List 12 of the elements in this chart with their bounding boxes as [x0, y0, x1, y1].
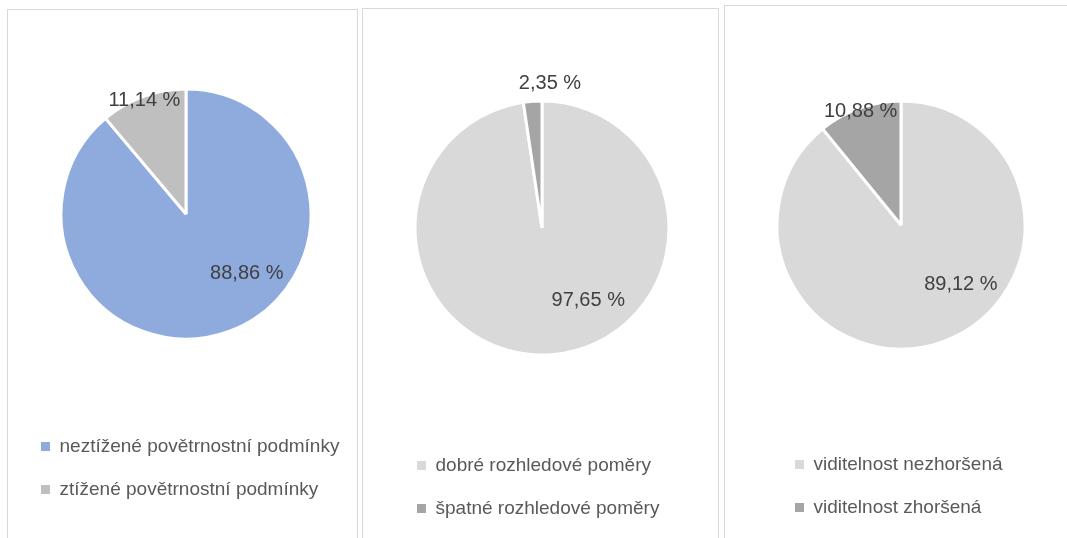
data-label: 89,12 %: [924, 271, 998, 294]
data-label: 11,14 %: [108, 87, 181, 110]
data-label: 88,86 %: [210, 260, 284, 283]
legend-label: viditelnost zhoršená: [813, 495, 982, 517]
legend-label: viditelnost nezhoršená: [813, 452, 1003, 474]
data-label: 97,65 %: [551, 288, 626, 311]
legend-label: dobré rozhledové poměry: [435, 453, 652, 475]
data-label: 10,88 %: [823, 99, 898, 122]
legend-label: špatné rozhledové poměry: [435, 496, 660, 518]
data-label: 2,35 %: [518, 70, 582, 93]
legend-label: ztížené povětrnostní podmínky: [59, 477, 319, 499]
legend-label: neztížené povětrnostní podmínky: [59, 434, 340, 456]
